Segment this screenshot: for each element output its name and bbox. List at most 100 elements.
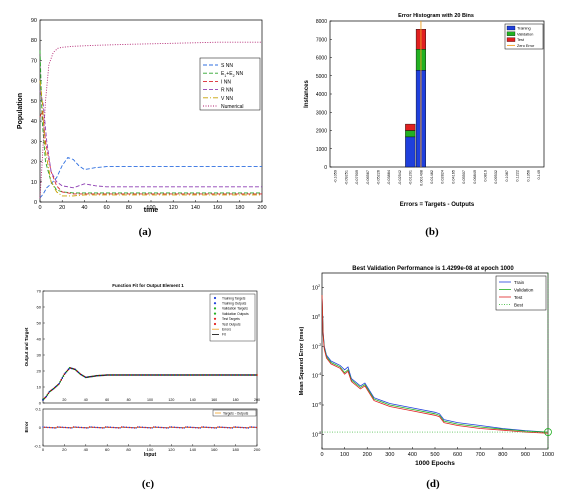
error-marker	[156, 426, 158, 428]
error-marker	[84, 427, 86, 429]
legend-label: Test Outputs	[222, 322, 241, 326]
error-marker	[255, 426, 258, 429]
y-axis: 102 100 10-2 10-4 10-6 10-8	[312, 284, 324, 438]
error-marker	[178, 427, 181, 429]
legend-label: Validation	[514, 287, 534, 292]
histogram-bars	[405, 21, 427, 168]
error-marker	[153, 426, 155, 428]
series-lines	[39, 41, 262, 199]
x-tick-label: 200	[254, 398, 260, 402]
error-marker	[145, 426, 147, 429]
error-marker	[250, 426, 253, 428]
legend-swatch	[213, 307, 217, 310]
x-tick-label: 0.1356	[526, 170, 530, 182]
legend: Train Validation Test Best	[495, 275, 547, 311]
y-tick-label: 0	[34, 200, 37, 206]
y-tick-label: 60	[37, 305, 42, 310]
error-marker	[136, 426, 139, 428]
error-marker	[202, 426, 205, 428]
error-marker	[79, 426, 81, 429]
legend-label: E1+E2 NN	[221, 71, 244, 78]
legend-swatch	[213, 317, 217, 320]
error-marker	[47, 426, 49, 429]
legend-label: I NN	[221, 79, 231, 85]
legend-label: Numerical	[221, 104, 244, 110]
y-tick-label: 10-2	[312, 343, 321, 351]
error-marker	[114, 427, 116, 429]
error-marker	[239, 426, 242, 429]
y-tick-label: 10-8	[312, 431, 321, 439]
x-tick-label: 40	[84, 398, 88, 402]
best-marker	[544, 428, 552, 436]
x-tick-label: -0.02542	[398, 170, 402, 185]
x-tick-label: 180	[233, 398, 239, 402]
x-tick-label: 140	[189, 447, 196, 452]
error-marker	[117, 427, 120, 429]
legend: S NN E1+E2 NNI NN R NN V NN Numerical	[199, 57, 261, 111]
x-tick-label: 20	[62, 398, 66, 402]
y-tick-label: 10-4	[312, 372, 321, 380]
x-tick-label: 80	[127, 398, 131, 402]
error-marker	[164, 427, 166, 429]
x-tick-label: 0.01482	[430, 170, 434, 184]
error-marker	[154, 426, 157, 428]
error-marker	[53, 427, 55, 429]
series-line	[321, 294, 549, 434]
chart-error-histogram: Error Histogram with 20 Bins 0 1000 2000 30…	[304, 13, 545, 208]
x-axis: 0 100 200 300 400 500 600 700 800 900 1000	[320, 447, 554, 458]
error-marker	[127, 426, 129, 429]
error-marker	[212, 427, 214, 429]
error-marker	[143, 426, 145, 429]
x-axis-label: Input	[144, 452, 157, 458]
x-tick-label: 400	[408, 452, 417, 458]
y-tick-label: 40	[37, 337, 42, 342]
error-marker	[119, 427, 121, 429]
legend-label: Errors	[222, 328, 231, 332]
series-line	[39, 50, 262, 194]
x-tick-label: 0.0819	[483, 170, 487, 182]
x-tick-label: -0.01201	[409, 170, 413, 185]
x-tick-label: 200	[254, 447, 261, 452]
error-marker	[196, 427, 198, 429]
error-marker	[138, 426, 140, 428]
legend-label: Training Outputs	[222, 302, 247, 306]
legend-swatch	[213, 312, 217, 315]
series-line	[39, 41, 262, 199]
error-marker	[133, 427, 136, 429]
x-tick-label: 80	[126, 205, 132, 211]
error-marker	[234, 426, 237, 428]
error-marker	[172, 426, 174, 428]
error-marker	[93, 426, 96, 428]
legend-label: Test	[514, 295, 523, 300]
x-tick-label: 60	[104, 205, 110, 211]
chart-title: Function Fit for Output Element 1	[112, 283, 184, 288]
error-marker	[63, 426, 65, 429]
legend-swatch	[506, 25, 516, 31]
x-tick-label: 0.149	[537, 170, 541, 180]
y-tick-label: 40	[31, 119, 37, 125]
error-marker	[233, 426, 235, 428]
x-tick-label: 0.02824	[441, 170, 445, 184]
legend-label: Test Targets	[222, 317, 240, 321]
error-marker	[252, 426, 254, 428]
error-marker	[183, 427, 185, 429]
x-tick-label: 120	[168, 447, 175, 452]
y-tick-label: 2000	[316, 129, 327, 135]
y-tick-label: 50	[37, 321, 42, 326]
chart-function-fit: Function Fit for Output Element 1 0 10 20 3…	[24, 283, 261, 458]
error-marker	[132, 427, 134, 429]
error-marker	[218, 426, 221, 428]
error-marker	[122, 426, 124, 428]
error-marker	[71, 427, 73, 429]
x-tick-label: 900	[521, 452, 530, 458]
error-marker	[197, 427, 200, 429]
error-marker	[206, 426, 208, 428]
error-marker	[161, 426, 163, 429]
error-marker	[85, 427, 88, 429]
error-marker	[98, 427, 100, 429]
x-tick-label: 100	[147, 398, 153, 402]
error-marker	[55, 427, 57, 429]
y-tick-label: 102	[312, 284, 320, 292]
error-marker	[249, 426, 251, 428]
error-marker	[103, 427, 105, 429]
